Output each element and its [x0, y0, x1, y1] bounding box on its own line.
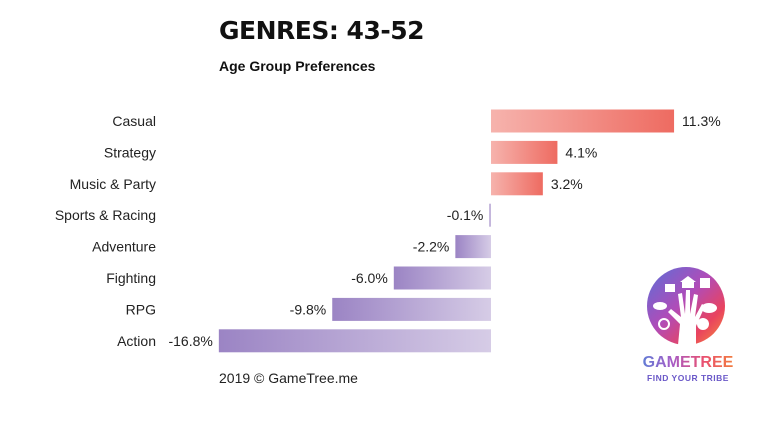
category-label: RPG — [126, 301, 156, 317]
logo-hand-icon — [647, 267, 725, 345]
category-label: Strategy — [104, 144, 156, 160]
value-label: -9.8% — [290, 301, 327, 317]
bar-7 — [218, 329, 491, 353]
value-label: -6.0% — [351, 270, 388, 286]
value-label: 3.2% — [551, 176, 583, 192]
gametree-logo[interactable]: GAMETREE FIND YOUR TRIBE — [640, 262, 736, 392]
bar-0 — [491, 109, 675, 133]
logo-name: GAMETREE — [640, 354, 736, 372]
value-label: -16.8% — [168, 333, 212, 349]
bar-6 — [332, 297, 491, 321]
bar-1 — [491, 140, 558, 164]
bar-2 — [491, 172, 543, 196]
category-label: Music & Party — [70, 176, 156, 192]
category-label: Casual — [112, 113, 156, 129]
value-label: 11.3% — [682, 113, 721, 129]
category-label: Fighting — [106, 270, 156, 286]
value-label: 4.1% — [565, 144, 597, 160]
bar-4 — [455, 235, 491, 259]
category-label: Action — [117, 333, 156, 349]
category-label: Sports & Racing — [55, 207, 156, 223]
chart-title: GENRES: 43-52 — [219, 16, 425, 45]
footer-credit: 2019 © GameTree.me — [219, 370, 358, 386]
value-label: -0.1% — [447, 207, 484, 223]
value-label: -2.2% — [413, 239, 450, 255]
chart-subtitle: Age Group Preferences — [219, 58, 376, 74]
bar-5 — [393, 266, 491, 290]
logo-tagline: FIND YOUR TRIBE — [647, 373, 729, 383]
bar-3 — [489, 203, 491, 227]
category-label: Adventure — [92, 239, 156, 255]
